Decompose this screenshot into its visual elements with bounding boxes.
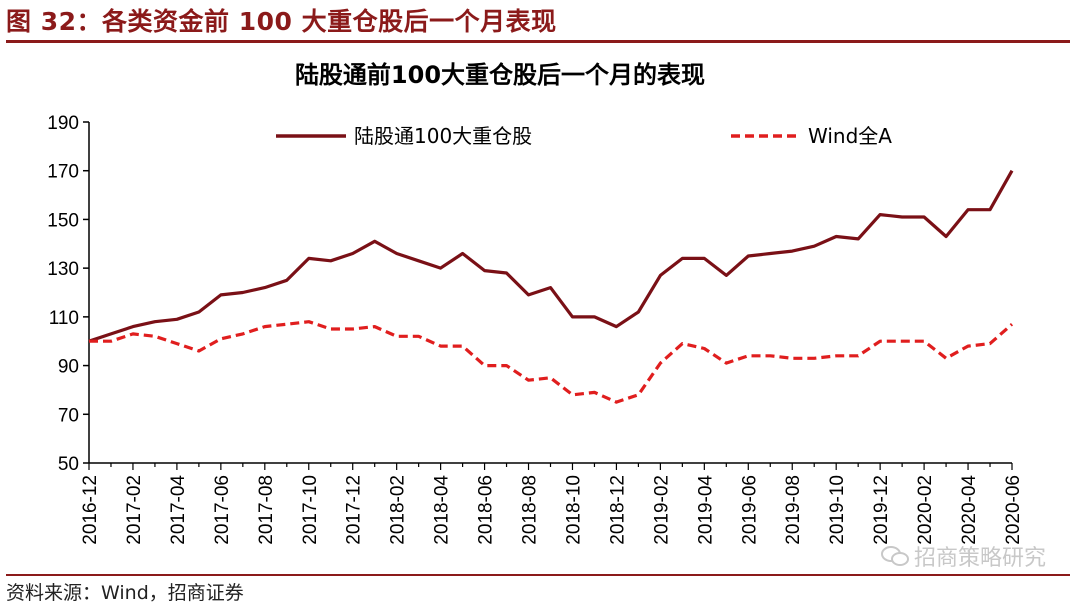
x-tick-label: 2019-12 (871, 475, 892, 545)
x-tick-label: 2018-04 (432, 475, 453, 545)
x-tick-label: 2016-12 (80, 475, 101, 545)
y-tick-label: 90 (58, 357, 79, 378)
x-tick-label: 2020-06 (1003, 475, 1024, 545)
x-tick-label: 2017-02 (124, 475, 145, 545)
x-tick-label: 2020-04 (959, 475, 980, 545)
legend-label-2: Wind全A (808, 124, 892, 148)
wechat-icon (880, 546, 909, 566)
x-tick-label: 2018-10 (563, 475, 584, 545)
y-tick-label: 110 (49, 308, 79, 329)
x-tick-label: 2017-10 (300, 475, 321, 545)
x-tick-label: 2017-04 (168, 475, 189, 545)
x-tick-label: 2019-06 (739, 475, 760, 545)
x-tick-label: 2018-08 (520, 475, 541, 545)
y-tick-label: 130 (47, 259, 79, 280)
legend-label-1: 陆股通100大重仓股 (354, 124, 532, 148)
series-line-1 (88, 169, 1014, 343)
source-note: 资料来源：Wind，招商证券 (6, 582, 244, 604)
watermark-text: 招商策略研究 (913, 546, 1046, 571)
y-tick-label: 190 (47, 113, 79, 134)
y-tick-label: 70 (58, 405, 79, 426)
legend: 陆股通100大重仓股 Wind全A (276, 124, 892, 148)
chart-title: 陆股通前100大重仓股后一个月的表现 (295, 61, 705, 89)
y-tick-label: 150 (47, 210, 79, 231)
x-tick-label: 2019-02 (651, 475, 672, 545)
x-tick-label: 2017-08 (256, 475, 277, 545)
series-layer (88, 169, 1014, 404)
x-tick-label: 2019-04 (695, 475, 716, 545)
x-tick-label: 2017-12 (344, 475, 365, 545)
series-line-2 (89, 320, 1014, 404)
y-tick-label: 170 (47, 162, 79, 183)
y-tick-label: 50 (58, 454, 79, 475)
x-tick-label: 2019-10 (827, 475, 848, 545)
x-tick-label: 2018-02 (388, 475, 409, 545)
footer-rule (6, 574, 1070, 576)
figure-title: 图 32：各类资金前 100 大重仓股后一个月表现 (6, 7, 557, 36)
x-tick-label: 2019-08 (783, 475, 804, 545)
title-rule (6, 40, 1070, 43)
watermark: 招商策略研究 (880, 540, 1046, 572)
x-tick-label: 2018-12 (607, 475, 628, 545)
x-tick-label: 2017-06 (212, 475, 233, 545)
x-tick-label: 2020-02 (915, 475, 936, 545)
x-tick-label: 2018-06 (476, 475, 497, 545)
axes: 50 70 90 110 130 150 170 190 2016-12 2017-02 2017-… (47, 113, 1024, 545)
